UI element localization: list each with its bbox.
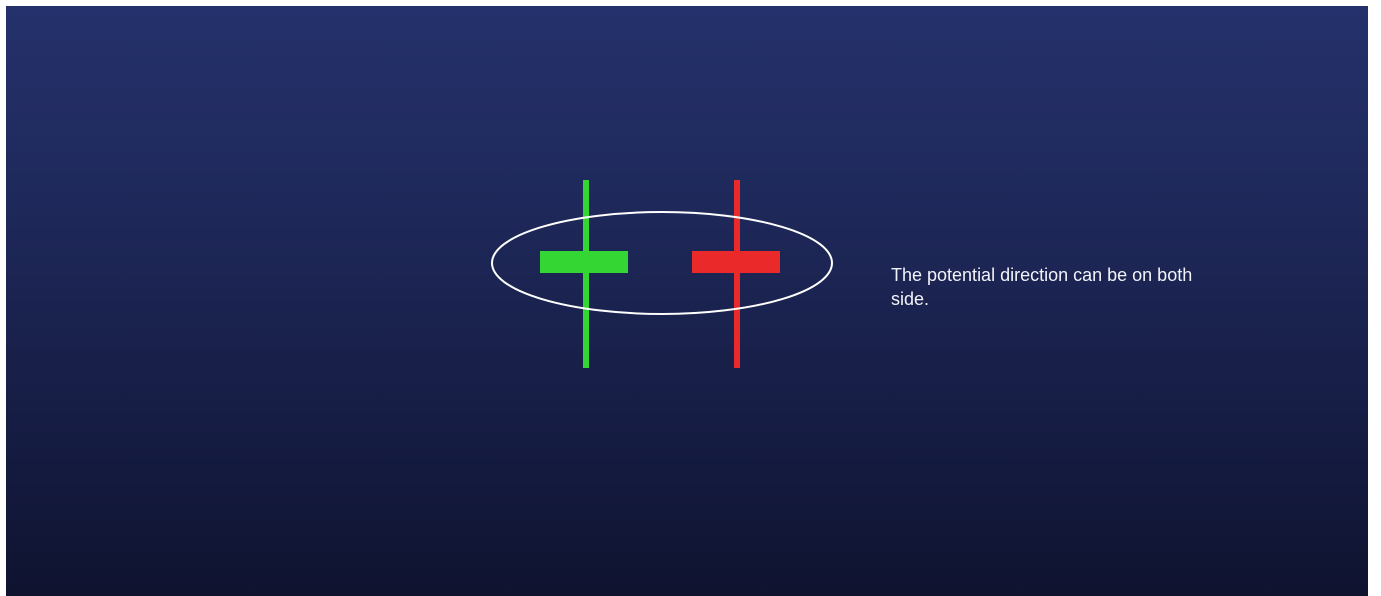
candlestick-diagram: [491, 180, 833, 368]
red-doji-candle: [692, 180, 780, 368]
red-candle-body: [692, 251, 780, 273]
caption-text: The potential direction can be on both s…: [891, 265, 1193, 309]
green-candle-body: [540, 251, 628, 273]
slide-frame: The potential direction can be on both s…: [6, 6, 1368, 596]
green-doji-candle: [540, 180, 628, 368]
highlight-ellipse: [491, 211, 833, 315]
green-candle-wick: [583, 180, 589, 368]
red-candle-wick: [734, 180, 740, 368]
